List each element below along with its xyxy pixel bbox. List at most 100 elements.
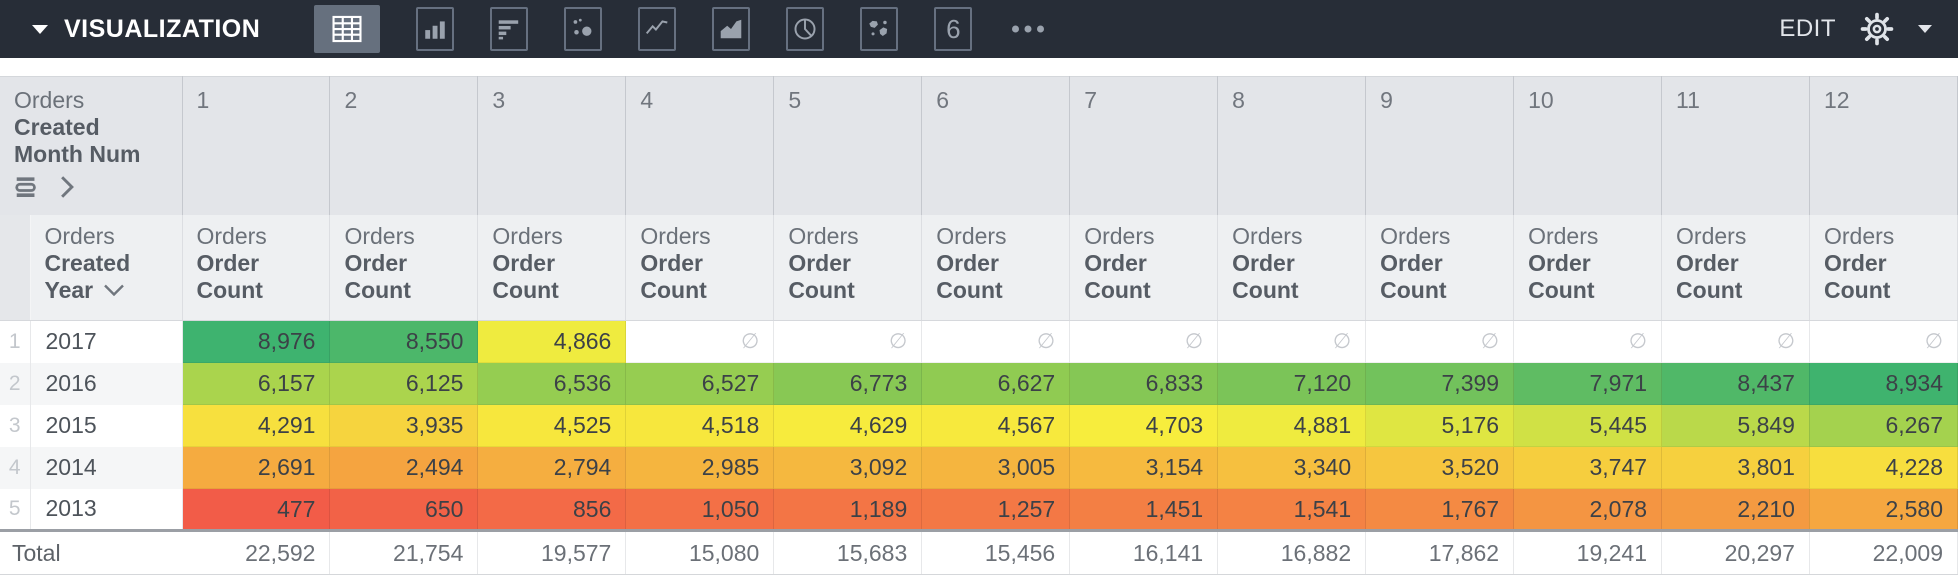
- column-header-month[interactable]: 7: [1069, 76, 1219, 215]
- viz-type-line-chart[interactable]: [638, 7, 677, 51]
- column-header-month[interactable]: 5: [773, 76, 923, 215]
- value-cell[interactable]: 6,267: [1809, 404, 1958, 447]
- total-cell[interactable]: 19,241: [1513, 529, 1663, 575]
- total-cell[interactable]: 20,297: [1661, 529, 1810, 575]
- measure-header[interactable]: Orders Order Count: [625, 214, 775, 321]
- pivot-field-icon[interactable]: [14, 176, 44, 198]
- value-cell[interactable]: 4,228: [1809, 446, 1958, 489]
- measure-header[interactable]: Orders Order Count: [477, 214, 627, 321]
- viz-type-more[interactable]: [1008, 7, 1048, 51]
- row-header-year[interactable]: 2015: [30, 404, 183, 447]
- row-header-year[interactable]: 2016: [30, 362, 183, 405]
- viz-type-area-chart[interactable]: [712, 7, 751, 51]
- value-cell[interactable]: 3,340: [1217, 446, 1367, 489]
- edit-button[interactable]: EDIT: [1779, 15, 1836, 42]
- value-cell[interactable]: 2,210: [1661, 488, 1810, 531]
- total-cell[interactable]: 22,592: [182, 529, 331, 575]
- value-cell[interactable]: 6,157: [182, 362, 331, 405]
- value-cell[interactable]: 8,550: [329, 320, 479, 363]
- value-cell[interactable]: 3,520: [1365, 446, 1515, 489]
- value-cell[interactable]: 3,747: [1513, 446, 1663, 489]
- measure-header[interactable]: Orders Order Count: [182, 214, 331, 321]
- measure-header[interactable]: Orders Order Count: [329, 214, 479, 321]
- measure-header[interactable]: Orders Order Count: [1217, 214, 1367, 321]
- value-cell[interactable]: 5,849: [1661, 404, 1810, 447]
- column-header-month[interactable]: 4: [625, 76, 775, 215]
- value-cell[interactable]: 4,525: [477, 404, 627, 447]
- value-cell[interactable]: 1,257: [921, 488, 1071, 531]
- value-cell[interactable]: 4,518: [625, 404, 775, 447]
- measure-header[interactable]: Orders Order Count: [773, 214, 923, 321]
- viz-type-bar-chart[interactable]: [490, 7, 529, 51]
- value-cell[interactable]: 5,176: [1365, 404, 1515, 447]
- value-cell[interactable]: 4,881: [1217, 404, 1367, 447]
- visualization-panel-toggle[interactable]: VISUALIZATION: [32, 15, 260, 44]
- value-cell[interactable]: 7,399: [1365, 362, 1515, 405]
- measure-header[interactable]: Orders Order Count: [1069, 214, 1219, 321]
- value-cell[interactable]: 6,833: [1069, 362, 1219, 405]
- column-header-month[interactable]: 11: [1661, 76, 1810, 215]
- total-cell[interactable]: 16,882: [1217, 529, 1367, 575]
- total-cell[interactable]: 19,577: [477, 529, 627, 575]
- column-header-month[interactable]: 8: [1217, 76, 1367, 215]
- value-cell[interactable]: 6,527: [625, 362, 775, 405]
- measure-header[interactable]: Orders Order Count: [1513, 214, 1663, 321]
- value-cell[interactable]: 3,801: [1661, 446, 1810, 489]
- value-cell[interactable]: 6,125: [329, 362, 479, 405]
- total-cell[interactable]: 15,080: [625, 529, 775, 575]
- column-header-month[interactable]: 2: [329, 76, 479, 215]
- value-cell[interactable]: 8,976: [182, 320, 331, 363]
- settings-dropdown-caret-icon[interactable]: [1918, 25, 1932, 33]
- total-cell[interactable]: 17,862: [1365, 529, 1515, 575]
- total-cell[interactable]: 22,009: [1809, 529, 1958, 575]
- value-cell[interactable]: 2,078: [1513, 488, 1663, 531]
- settings-gear-icon[interactable]: [1860, 12, 1894, 46]
- row-header-year[interactable]: 2014: [30, 446, 183, 489]
- value-cell[interactable]: 1,767: [1365, 488, 1515, 531]
- value-cell[interactable]: 4,866: [477, 320, 627, 363]
- value-cell[interactable]: 3,154: [1069, 446, 1219, 489]
- column-header-month[interactable]: 1: [182, 76, 331, 215]
- column-header-month[interactable]: 9: [1365, 76, 1515, 215]
- value-cell[interactable]: 6,536: [477, 362, 627, 405]
- viz-type-scatter[interactable]: [564, 7, 603, 51]
- value-cell[interactable]: 8,437: [1661, 362, 1810, 405]
- value-cell[interactable]: 1,451: [1069, 488, 1219, 531]
- row-header-year[interactable]: 2013: [30, 488, 183, 531]
- viz-type-column-chart[interactable]: [416, 7, 455, 51]
- viz-type-table[interactable]: [314, 5, 381, 53]
- row-dimension-header[interactable]: Orders Created Year: [30, 214, 183, 321]
- measure-header[interactable]: Orders Order Count: [921, 214, 1071, 321]
- value-cell[interactable]: 4,567: [921, 404, 1071, 447]
- value-cell[interactable]: 3,092: [773, 446, 923, 489]
- value-cell[interactable]: 7,971: [1513, 362, 1663, 405]
- value-cell[interactable]: 1,541: [1217, 488, 1367, 531]
- value-cell[interactable]: 650: [329, 488, 479, 531]
- value-cell[interactable]: 1,189: [773, 488, 923, 531]
- value-cell[interactable]: 3,005: [921, 446, 1071, 489]
- column-header-month[interactable]: 3: [477, 76, 627, 215]
- measure-header[interactable]: Orders Order Count: [1809, 214, 1958, 321]
- value-cell[interactable]: 8,934: [1809, 362, 1958, 405]
- viz-type-pie-chart[interactable]: [786, 7, 825, 51]
- viz-type-map[interactable]: [860, 7, 899, 51]
- value-cell[interactable]: 2,580: [1809, 488, 1958, 531]
- value-cell[interactable]: 2,985: [625, 446, 775, 489]
- value-cell[interactable]: 5,445: [1513, 404, 1663, 447]
- total-cell[interactable]: 15,456: [921, 529, 1071, 575]
- column-header-month[interactable]: 6: [921, 76, 1071, 215]
- total-cell[interactable]: 21,754: [329, 529, 479, 575]
- total-cell[interactable]: 15,683: [773, 529, 923, 575]
- column-header-month[interactable]: 10: [1513, 76, 1663, 215]
- value-cell[interactable]: 2,691: [182, 446, 331, 489]
- measure-header[interactable]: Orders Order Count: [1365, 214, 1515, 321]
- value-cell[interactable]: 2,494: [329, 446, 479, 489]
- value-cell[interactable]: 7,120: [1217, 362, 1367, 405]
- value-cell[interactable]: 1,050: [625, 488, 775, 531]
- value-cell[interactable]: 3,935: [329, 404, 479, 447]
- value-cell[interactable]: 477: [182, 488, 331, 531]
- value-cell[interactable]: 2,794: [477, 446, 627, 489]
- column-header-month[interactable]: 12: [1809, 76, 1958, 215]
- measure-header[interactable]: Orders Order Count: [1661, 214, 1810, 321]
- expand-chevron-icon[interactable]: [58, 174, 76, 200]
